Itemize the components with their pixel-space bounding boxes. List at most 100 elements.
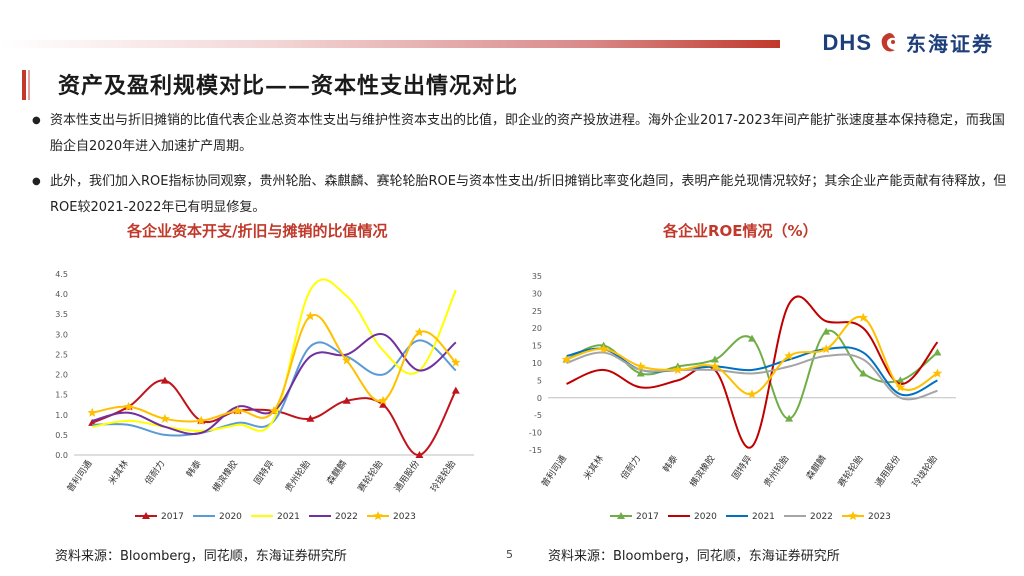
legend-label-2020: 2020: [219, 512, 242, 522]
title-accent-secondary: [28, 70, 30, 100]
capex-ratio-chart: 0.0 0.5 1.0 1.5 2.0 2.5 3.0 3.5 4.0 4.5 普利司通 米其林 倍耐力…: [55, 270, 474, 522]
y-tick-label: 25: [532, 307, 542, 316]
x-tick-label: 米其林: [106, 458, 131, 487]
source-note-right: 资料来源：Bloomberg，同花顺，东海证券研究所: [548, 549, 840, 564]
x-tick-label: 森麒麟: [324, 458, 349, 487]
legend-label-2020: 2020: [694, 512, 717, 522]
data-point-2023: [305, 311, 316, 321]
y-tick-label: 5: [537, 376, 542, 385]
x-tick-label: 韩泰: [660, 453, 680, 475]
y-tick-label: 3.0: [55, 330, 68, 339]
page-number: 5: [506, 548, 513, 561]
y-tick-label: -10: [529, 429, 542, 438]
dragon-icon: [881, 32, 895, 51]
data-point-2023: [123, 401, 134, 411]
chart-title-capex: 各企业资本开支/折旧与摊销的比值情况: [127, 222, 388, 240]
x-tick-label: 贵州轮胎: [282, 458, 312, 494]
y-tick-label: -5: [534, 411, 542, 420]
x-tick-label: 赛轮轮胎: [355, 458, 385, 494]
data-point-2023: [160, 413, 170, 423]
data-point-2023: [378, 395, 388, 405]
legend-label-2023: 2023: [393, 512, 416, 522]
data-point-2023: [673, 364, 683, 375]
x-tick-label: 通用股份: [391, 458, 421, 494]
y-tick-label: 2.0: [55, 371, 68, 380]
data-point-2017: [822, 327, 831, 335]
data-point-2023: [269, 405, 279, 415]
legend-marker-2023: [848, 511, 858, 521]
y-tick-label: 1.0: [55, 411, 68, 420]
legend-label-2022: 2022: [335, 512, 358, 522]
data-point-2017: [896, 376, 905, 384]
data-point-2017: [415, 451, 424, 458]
roe-chart: -15 -10 -5 0 5 10 15 20 25 30 35 普利司通 米其林 倍耐力 韩泰 横滨橡胶 固特…: [529, 272, 956, 522]
data-point-2017: [342, 396, 351, 404]
data-point-2023: [598, 344, 609, 354]
y-tick-label: 4.0: [55, 290, 68, 299]
data-point-2023: [561, 354, 572, 364]
x-tick-label: 固特异: [729, 453, 754, 482]
y-tick-label: 0: [537, 394, 542, 403]
data-point-2023: [341, 355, 352, 365]
data-point-2017: [748, 334, 756, 342]
x-tick-label: 通用股份: [872, 453, 902, 489]
y-tick-label: -15: [529, 446, 542, 455]
data-point-2023: [451, 357, 461, 367]
series-line-2021: [566, 346, 938, 397]
header-gradient-bar: [0, 40, 780, 48]
legend-label-2022: 2022: [810, 512, 833, 522]
logo-dhs: DHS: [822, 29, 872, 55]
data-point-2023: [635, 361, 646, 371]
y-tick-label: 3.5: [55, 310, 68, 319]
x-tick-label: 玲珑轮胎: [909, 453, 939, 489]
title-accent: [22, 70, 26, 100]
y-tick-label: 15: [532, 342, 542, 351]
x-tick-label: 倍耐力: [142, 458, 167, 487]
bullet-point-2: 此外，我们加入ROE指标协同观察，贵州轮胎、森麒麟、赛轮轮胎ROE与资本性支出/…: [32, 169, 1015, 221]
legend-label-2017: 2017: [161, 512, 184, 522]
y-tick-label: 0.5: [55, 431, 68, 440]
data-point-2023: [232, 405, 243, 415]
data-point-2023: [932, 368, 943, 378]
legend-label-2017: 2017: [636, 512, 659, 522]
data-point-2023: [196, 415, 207, 425]
series-line-2023: [91, 313, 457, 423]
x-tick-label: 横滨橡胶: [687, 453, 717, 489]
legend-label-2021: 2021: [752, 512, 775, 522]
x-tick-label: 韩泰: [184, 458, 204, 480]
y-tick-label: 1.5: [55, 391, 68, 400]
data-point-2017: [451, 386, 460, 394]
data-point-2023: [895, 382, 906, 392]
data-point-2017: [785, 414, 794, 422]
bullet-point-1: 资本性支出与折旧摊销的比值代表企业总资本性支出与维护性资本支出的比值，即企业的资…: [32, 108, 1015, 160]
data-point-2023: [821, 344, 831, 354]
y-tick-label: 2.5: [55, 350, 68, 359]
data-point-2023: [87, 407, 97, 417]
x-tick-label: 森麒麟: [803, 453, 828, 482]
data-point-2017: [636, 369, 645, 377]
legend-marker-2023: [373, 511, 383, 521]
data-point-2017: [710, 355, 719, 363]
legend-label-2023: 2023: [868, 512, 891, 522]
chart-title-roe: 各企业ROE情况（%）: [663, 222, 818, 240]
page-title: 资产及盈利规模对比——资本性支出情况对比: [58, 73, 519, 99]
series-line-2020: [566, 295, 939, 449]
data-point-2023: [858, 312, 869, 322]
y-tick-label: 4.5: [55, 270, 68, 279]
y-tick-label: 20: [532, 324, 542, 333]
data-point-2017: [933, 348, 942, 356]
series-line-2022: [566, 351, 938, 401]
data-point-2017: [306, 414, 315, 422]
legend-marker-2017: [142, 512, 150, 519]
x-tick-label: 固特异: [251, 458, 276, 487]
data-point-2023: [414, 327, 425, 337]
x-tick-label: 玲珑轮胎: [428, 458, 458, 494]
data-point-2017: [160, 376, 169, 384]
legend-marker-2017: [617, 512, 625, 519]
x-tick-label: 赛轮轮胎: [835, 453, 865, 489]
x-tick-label: 米其林: [581, 453, 606, 482]
y-tick-label: 0.0: [55, 451, 68, 460]
source-note-left: 资料来源：Bloomberg，同花顺，东海证券研究所: [55, 549, 347, 564]
x-tick-label: 横滨橡胶: [210, 458, 240, 494]
x-tick-label: 倍耐力: [618, 453, 643, 482]
